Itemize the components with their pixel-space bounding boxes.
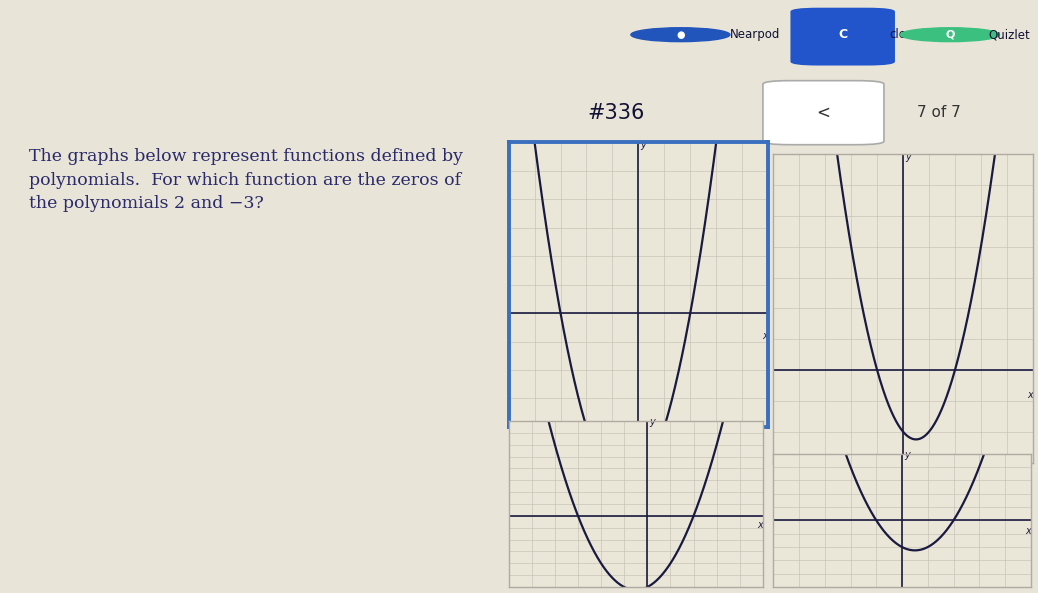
Text: y: y [905, 152, 911, 162]
Circle shape [900, 28, 1000, 42]
Text: x: x [763, 331, 768, 341]
Text: Q: Q [946, 30, 955, 40]
Text: clever: clever [890, 28, 926, 41]
Text: y: y [640, 140, 647, 150]
Text: x: x [758, 521, 764, 530]
Text: ●: ● [676, 30, 685, 40]
Text: Nearpod: Nearpod [730, 28, 781, 41]
Text: x: x [1026, 526, 1031, 536]
Text: <: < [817, 104, 830, 122]
Circle shape [631, 28, 730, 42]
FancyBboxPatch shape [763, 81, 884, 145]
Text: The graphs below represent functions defined by
polynomials.  For which function: The graphs below represent functions def… [29, 148, 463, 212]
Text: #336: #336 [586, 103, 645, 123]
Text: y: y [649, 417, 655, 427]
Text: C: C [838, 28, 847, 41]
Text: y: y [904, 450, 910, 460]
Text: x: x [1028, 390, 1033, 400]
Text: 7 of 7: 7 of 7 [918, 105, 961, 120]
Text: Quizlet: Quizlet [988, 28, 1031, 41]
FancyBboxPatch shape [790, 8, 895, 66]
